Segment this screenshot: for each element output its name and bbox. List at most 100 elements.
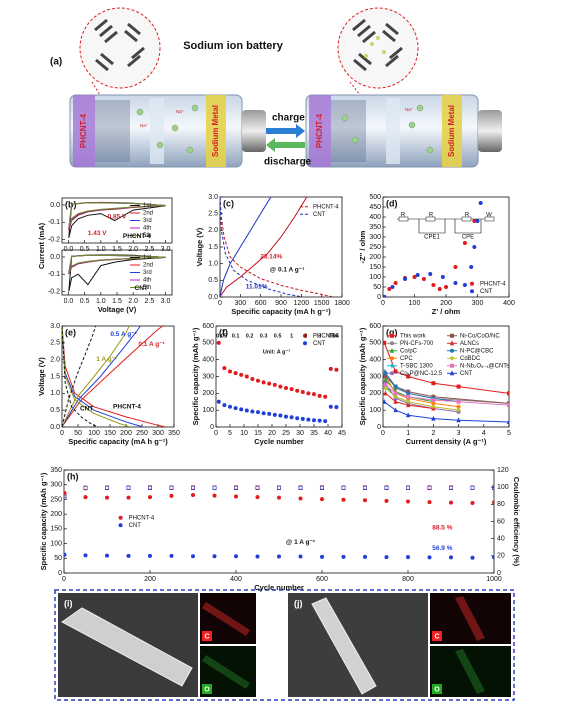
legend-label: 1st: [143, 255, 151, 261]
circuit-label: CPE: [462, 235, 474, 241]
marker: [276, 554, 281, 559]
cathode-label: Sodium Metal: [447, 105, 456, 157]
marker: [169, 493, 174, 498]
marker: [267, 411, 272, 416]
marker: [283, 385, 288, 390]
marker: [261, 380, 266, 385]
y-tick-label: 300: [369, 373, 381, 380]
marker: [83, 495, 88, 500]
sem-frame: [54, 589, 515, 701]
annotation: 0.1: [232, 334, 240, 340]
y-tick-label: 0: [377, 294, 381, 301]
marker: [233, 371, 238, 376]
marker: [239, 372, 244, 377]
marker: [228, 369, 233, 374]
marker: [278, 413, 283, 418]
annotation: 0.2: [246, 334, 254, 340]
marker: [311, 392, 316, 397]
series-line: [220, 197, 332, 297]
x-tick-label: 30: [296, 430, 304, 437]
marker: [431, 282, 436, 287]
x-tick-label: 2.5: [144, 246, 154, 253]
x-tick-label: 1.0: [96, 298, 106, 305]
marker: [228, 404, 233, 409]
annotation: 56.9 %: [432, 545, 452, 552]
legend-label: T-SBC 1300: [400, 363, 433, 369]
annotation: 0.5 A g⁻¹: [110, 331, 136, 338]
x-tick-label: 0: [218, 300, 222, 307]
marker: [412, 274, 417, 279]
x-tick-label: 1200: [294, 300, 310, 307]
marker: [406, 402, 411, 408]
marker: [319, 486, 324, 491]
marker: [319, 554, 324, 559]
legend-label: PN-CFs-700: [400, 341, 434, 347]
marker: [283, 414, 288, 419]
marker: [317, 418, 322, 423]
marker: [83, 486, 88, 491]
marker: [216, 340, 221, 345]
marker: [469, 281, 474, 286]
panel-label: (j): [294, 598, 303, 608]
legend-label: 1st: [143, 203, 151, 209]
marker: [443, 284, 448, 289]
x-tick-label: 0.5: [80, 246, 90, 253]
y-tick-label: 450: [369, 204, 381, 211]
separator: [150, 98, 164, 164]
annotation: 23.14%: [260, 254, 282, 261]
annotation: Unit: A g⁻¹: [263, 349, 290, 356]
marker: [105, 486, 110, 491]
x-tick-label: 400: [230, 576, 242, 583]
legend-label: 3rd: [143, 218, 152, 224]
x-axis-label: Specific capacity (mA h g⁻¹): [231, 307, 331, 316]
annotation: 11.01%: [246, 284, 268, 291]
y-tick-label: 500: [369, 340, 381, 347]
y-tick-label: 400: [202, 357, 214, 364]
charge-label: charge: [272, 113, 305, 124]
legend-label: PHCNT-4: [313, 204, 339, 210]
marker: [234, 486, 239, 491]
y2-tick-label: 60: [497, 518, 505, 525]
marker: [302, 341, 307, 346]
y-tick-label: -0.1: [48, 271, 60, 278]
x-tick-label: 0: [381, 430, 385, 437]
x-tick-label: 1.5: [112, 298, 122, 305]
x-tick-label: 1000: [486, 576, 502, 583]
x-tick-label: 40: [324, 430, 332, 437]
legend-label: PHCNT-4: [129, 515, 155, 521]
y2-tick-label: 80: [497, 501, 505, 508]
marker: [406, 412, 411, 418]
x-axis-label: Cycle number: [254, 583, 304, 592]
o-map-signal: [202, 655, 250, 689]
circuit-label: R: [465, 213, 470, 219]
marker: [311, 418, 316, 423]
y-tick-label: 2.0: [50, 357, 60, 364]
marker: [341, 497, 346, 502]
marker: [233, 406, 238, 411]
marker: [212, 493, 217, 498]
annotation: PHCNT-4: [123, 233, 151, 240]
marker: [456, 417, 461, 423]
element-label: C: [434, 633, 439, 640]
plot-area: [383, 340, 509, 424]
anode-material: [95, 100, 130, 162]
x-tick-label: 3.0: [161, 298, 171, 305]
annotation: 0.1 A g⁻¹: [138, 341, 164, 348]
cathode-layer: [442, 95, 462, 167]
y-tick-label: 2.0: [208, 227, 218, 234]
y-axis-label: Specific capacity (mAh g⁻¹): [191, 327, 200, 425]
annotation: 0.5: [274, 334, 282, 340]
panel-label: (g): [386, 327, 398, 337]
x-tick-label: 50: [74, 430, 82, 437]
y-tick-label: 2.5: [208, 211, 218, 218]
x-tick-label: 45: [338, 430, 346, 437]
y-tick-label: 300: [369, 234, 381, 241]
y-tick-label: 1.0: [208, 261, 218, 268]
c-map-signal: [202, 602, 250, 636]
x-tick-label: 0.0: [64, 246, 74, 253]
marker: [462, 282, 467, 287]
y-tick-label: 250: [50, 496, 62, 503]
marker: [306, 417, 311, 422]
y-tick-label: 200: [50, 511, 62, 518]
marker: [492, 500, 494, 505]
